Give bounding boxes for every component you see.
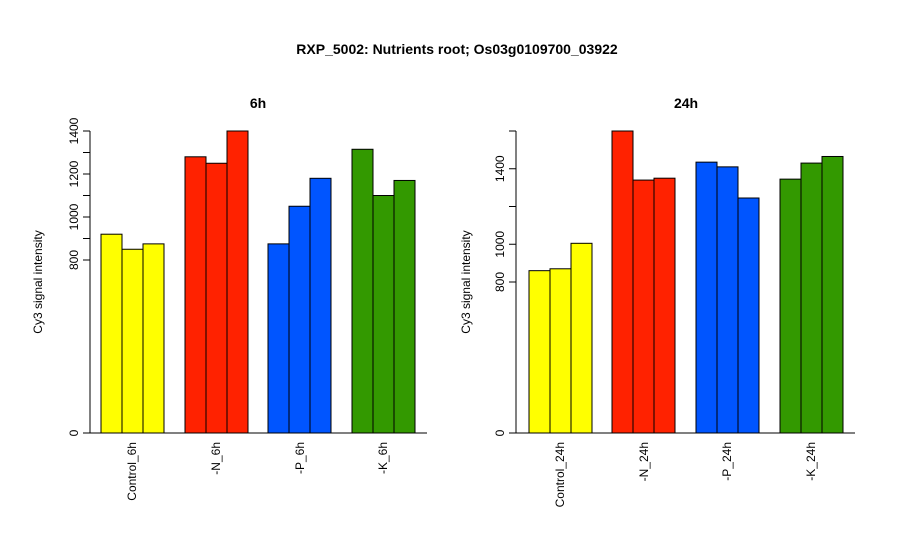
- panel-title: 6h: [250, 95, 266, 111]
- bar: [821, 155, 844, 434]
- bar: [205, 162, 228, 434]
- panel-6h: 6h 0 800 1000 1200 1400 Cy3 signal intensity Co…: [31, 95, 427, 501]
- bar: [226, 130, 249, 434]
- y-tick-label: 800: [67, 250, 81, 270]
- y-tick-label: 0: [493, 429, 507, 436]
- bar: [695, 161, 718, 434]
- bar: [800, 162, 823, 434]
- category-label: Control_6h: [125, 442, 139, 501]
- chart-main-title: RXP_5002: Nutrients root; Os03g0109700_0…: [296, 41, 618, 57]
- bar: [142, 243, 165, 434]
- bar: [372, 195, 395, 434]
- bar: [549, 268, 572, 434]
- y-tick-label: 0: [67, 429, 81, 436]
- bar: [393, 179, 416, 434]
- category-label: -K_24h: [804, 442, 818, 481]
- y-axis-label: Cy3 signal intensity: [31, 230, 45, 333]
- bar: [611, 130, 634, 434]
- bar: [528, 270, 551, 434]
- bar: [570, 242, 593, 434]
- bar: [288, 205, 311, 434]
- y-tick-label: 1200: [67, 160, 81, 187]
- y-tick-label: 800: [493, 272, 507, 292]
- panel-24h: 24h 0 800 1000 1400 Cy3 signal intensity Contr…: [459, 95, 855, 507]
- y-axis-label: Cy3 signal intensity: [459, 230, 473, 333]
- y-tick-label: 1400: [493, 155, 507, 182]
- category-label: -P_24h: [720, 442, 734, 481]
- category-label: -K_6h: [376, 442, 390, 474]
- y-tick-label: 1000: [67, 203, 81, 230]
- category-label: -P_6h: [293, 442, 307, 474]
- bar: [632, 179, 655, 434]
- bar: [267, 243, 290, 434]
- y-tick-label: 1000: [493, 231, 507, 258]
- bar: [184, 156, 207, 434]
- bar: [351, 148, 374, 434]
- category-label: -N_6h: [209, 442, 223, 475]
- bar: [653, 177, 676, 434]
- category-label: -N_24h: [637, 442, 651, 481]
- bar: [121, 248, 144, 434]
- panel-title: 24h: [674, 95, 698, 111]
- bar: [737, 197, 760, 434]
- bar: [716, 166, 739, 434]
- category-label: Control_24h: [553, 442, 567, 507]
- y-tick-label: 1400: [67, 117, 81, 144]
- bar: [309, 177, 332, 434]
- bar: [779, 178, 802, 434]
- bar: [100, 233, 123, 434]
